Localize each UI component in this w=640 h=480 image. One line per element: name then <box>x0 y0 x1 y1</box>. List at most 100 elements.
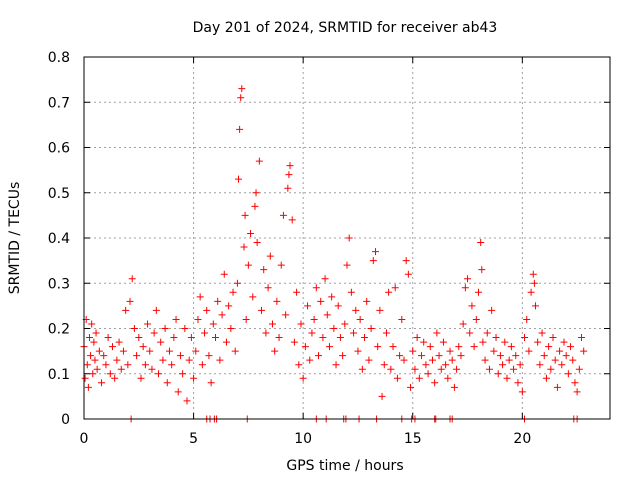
data-point <box>279 211 287 219</box>
x-axis-label: GPS time / hours <box>286 458 403 474</box>
data-point <box>144 320 152 328</box>
data-point <box>198 361 206 369</box>
data-point <box>91 356 99 364</box>
data-point <box>580 347 588 355</box>
data-points <box>80 85 588 423</box>
data-point <box>84 383 92 391</box>
data-point <box>88 320 96 328</box>
data-point <box>483 329 491 337</box>
data-point <box>468 302 476 310</box>
data-point <box>354 347 362 355</box>
data-point <box>453 365 461 373</box>
data-point <box>308 329 316 337</box>
data-point <box>282 311 290 319</box>
data-point <box>135 334 143 342</box>
data-point <box>233 279 241 287</box>
data-point <box>236 125 244 133</box>
data-point <box>437 365 445 373</box>
data-point <box>159 356 167 364</box>
data-point <box>501 338 509 346</box>
data-point <box>277 261 285 269</box>
data-point <box>446 347 454 355</box>
data-point <box>181 325 189 332</box>
data-point <box>435 352 443 360</box>
data-point <box>229 288 237 296</box>
data-point <box>201 329 209 337</box>
data-point <box>266 252 274 260</box>
data-point <box>531 302 539 310</box>
x-tick-label: 15 <box>404 431 422 447</box>
data-point <box>95 347 103 355</box>
data-point <box>442 361 450 369</box>
data-point <box>299 374 307 382</box>
data-point <box>108 343 116 351</box>
data-point <box>330 325 338 332</box>
data-point <box>525 347 533 355</box>
data-point <box>141 361 149 369</box>
data-point <box>209 320 217 328</box>
data-point <box>516 361 524 369</box>
data-point <box>304 302 312 310</box>
data-point <box>170 334 178 342</box>
data-point <box>444 374 452 382</box>
data-point <box>479 338 487 346</box>
data-point <box>553 383 561 391</box>
data-point <box>285 171 293 179</box>
data-point <box>464 275 472 283</box>
data-point <box>315 352 323 360</box>
data-point <box>174 388 182 396</box>
data-point <box>529 270 537 278</box>
data-point <box>122 306 130 314</box>
data-point <box>457 352 465 360</box>
data-point <box>350 329 358 337</box>
y-tick-label: 0 <box>61 412 70 428</box>
data-point <box>251 202 259 210</box>
data-point <box>137 374 145 382</box>
data-point <box>428 356 436 364</box>
data-point <box>187 334 195 342</box>
data-point <box>415 374 423 382</box>
data-point <box>433 329 441 337</box>
data-point <box>367 325 375 332</box>
data-point <box>398 315 406 323</box>
data-point <box>102 361 110 369</box>
data-point <box>117 365 125 373</box>
data-point <box>227 325 235 332</box>
data-point <box>518 388 526 396</box>
data-point <box>89 370 97 378</box>
data-point <box>492 334 500 342</box>
data-point <box>409 347 417 355</box>
data-point <box>115 338 123 346</box>
data-point <box>297 320 305 328</box>
data-point <box>466 329 474 337</box>
data-point <box>478 266 486 274</box>
data-point <box>558 361 566 369</box>
data-point <box>172 315 180 323</box>
data-point <box>365 356 373 364</box>
data-point <box>183 397 191 405</box>
data-point <box>393 374 401 382</box>
data-point <box>90 338 98 346</box>
data-point <box>317 297 325 305</box>
axis-ticks: 0 0.1 0.2 0.3 0.4 0.5 0.6 0.7 0.8 0 5 10 15 20 <box>48 50 610 447</box>
data-point <box>295 361 303 369</box>
data-point <box>413 334 421 342</box>
data-point <box>176 352 184 360</box>
data-point <box>422 361 430 369</box>
data-point <box>93 365 101 373</box>
data-point <box>146 347 154 355</box>
data-point <box>336 334 344 342</box>
data-point <box>271 347 279 355</box>
data-point <box>247 229 255 237</box>
data-point <box>426 343 434 351</box>
data-point <box>507 343 515 351</box>
data-point <box>185 356 193 364</box>
data-point <box>258 306 266 314</box>
data-point <box>288 216 296 224</box>
data-point <box>418 352 426 360</box>
data-point <box>510 365 518 373</box>
x-tick-label: 0 <box>80 431 89 447</box>
data-point <box>194 315 202 323</box>
data-point <box>431 379 439 387</box>
data-point <box>527 288 535 296</box>
